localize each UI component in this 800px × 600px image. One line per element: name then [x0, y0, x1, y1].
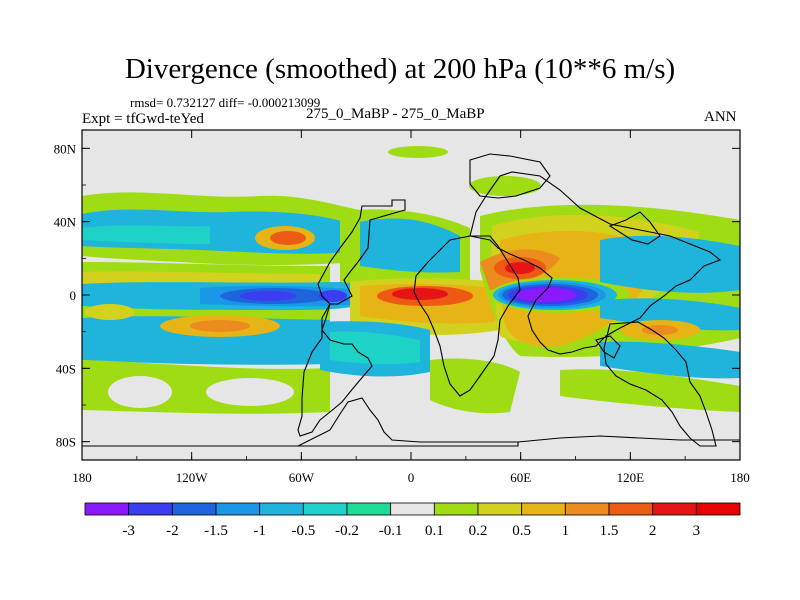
outline-americas — [297, 199, 406, 437]
comparison-label: 275_0_MaBP - 275_0_MaBP — [306, 106, 485, 122]
colorbar-swatch — [477, 502, 523, 516]
colorbar-swatch — [259, 502, 304, 516]
colorbar-label: -3 — [122, 523, 135, 539]
contour-sh-green-gap — [108, 376, 172, 408]
colorbar-swatch — [433, 502, 479, 516]
contour-eq-band-yellow — [82, 271, 320, 284]
contour-europe-green — [469, 176, 541, 196]
outline-antarctic-coast — [82, 435, 740, 447]
colorbar-swatch — [521, 502, 566, 516]
y-tick-label: 80N — [54, 141, 77, 156]
outline-antarctica — [297, 397, 519, 447]
colorbar-swatch — [652, 502, 697, 516]
outline-pacific-isles — [595, 335, 621, 359]
contour-eq-conv-darkblue-2 — [319, 290, 347, 302]
colorbar-label: -1.5 — [204, 523, 228, 539]
contour-indian-conv-purple — [516, 288, 576, 302]
contour-sh-blob-red — [190, 320, 250, 332]
x-tick-label: 0 — [408, 470, 415, 485]
contour-sh-blob-yellow — [85, 304, 135, 320]
y-tick-label: 0 — [70, 288, 77, 303]
outline-africa — [413, 235, 521, 397]
colorbar-swatch — [608, 502, 654, 516]
contour-nh-blob-red — [270, 231, 306, 245]
colorbar-swatch — [302, 502, 348, 516]
contour-nh-band-teal — [82, 225, 210, 244]
contour-arabia-darkred — [505, 262, 535, 274]
divergence-field — [82, 146, 740, 414]
colorbar-swatch — [215, 502, 261, 516]
x-tick-label: 120E — [617, 470, 645, 485]
chart-title: Divergence (smoothed) at 200 hPa (10**6 … — [124, 53, 676, 85]
contour-natl-green — [388, 146, 448, 158]
colorbar-swatch — [171, 502, 217, 516]
contour-wpac-cyan — [600, 235, 740, 293]
outline-eurasia — [469, 171, 722, 355]
colorbar-swatch — [84, 502, 130, 516]
y-tick-label: 80S — [56, 435, 76, 450]
continent-outlines — [82, 153, 740, 447]
x-tick-label: 60E — [510, 470, 531, 485]
contour-atl-cyan — [360, 218, 460, 273]
colorbar-swatch — [390, 502, 435, 516]
contour-spac-cyan — [600, 341, 740, 379]
colorbar-label: -0.5 — [291, 523, 315, 539]
outline-greenland — [469, 153, 551, 199]
x-tick-label: 60W — [289, 470, 315, 485]
colorbar-label: 2 — [649, 523, 657, 539]
contour-sh-green-gap-2 — [206, 378, 294, 406]
colorbar-label: 1.5 — [600, 523, 619, 539]
x-tick-label: 180 — [72, 470, 92, 485]
colorbar-swatch — [564, 502, 610, 516]
colorbar-label: -2 — [166, 523, 179, 539]
y-tick-label: 40N — [54, 215, 77, 230]
colorbar: -3 -2 -1.5 -1 -0.5 -0.2 -0.1 0.1 0.2 0.5 1 1.5 2 3 — [84, 502, 741, 539]
x-tick-label: 120W — [176, 470, 209, 485]
colorbar-label: -0.2 — [335, 523, 359, 539]
colorbar-label: 0.5 — [512, 523, 531, 539]
outline-ne-asia — [608, 211, 661, 245]
x-tick-label: 180 — [730, 470, 750, 485]
plot-frame: 180 120W 60W 0 60E 120E 180 80N 40N 0 40S 80S — [54, 129, 750, 485]
colorbar-label: 1 — [562, 523, 570, 539]
season-label: ANN — [704, 109, 737, 125]
contour-safr-green — [430, 358, 520, 414]
experiment-label: Expt = tfGwd-teYed — [82, 111, 204, 127]
colorbar-swatch — [346, 502, 392, 516]
contour-eq-conv-darkblue — [240, 291, 296, 301]
colorbar-swatch — [128, 502, 173, 516]
colorbar-label: -1 — [253, 523, 266, 539]
contour-wpac-red — [642, 325, 678, 335]
contour-africa-darkred — [392, 288, 448, 300]
y-tick-label: 40S — [56, 361, 76, 376]
contour-spac-green — [560, 369, 740, 412]
colorbar-label: 3 — [693, 523, 701, 539]
contour-satl-teal — [330, 331, 420, 365]
colorbar-label: -0.1 — [379, 523, 403, 539]
colorbar-swatch — [695, 502, 741, 516]
colorbar-label: 0.2 — [469, 523, 488, 539]
outline-australia — [603, 321, 717, 447]
stats-label: rmsd= 0.732127 diff= -0.000213099 — [130, 95, 321, 110]
colorbar-label: 0.1 — [425, 523, 444, 539]
